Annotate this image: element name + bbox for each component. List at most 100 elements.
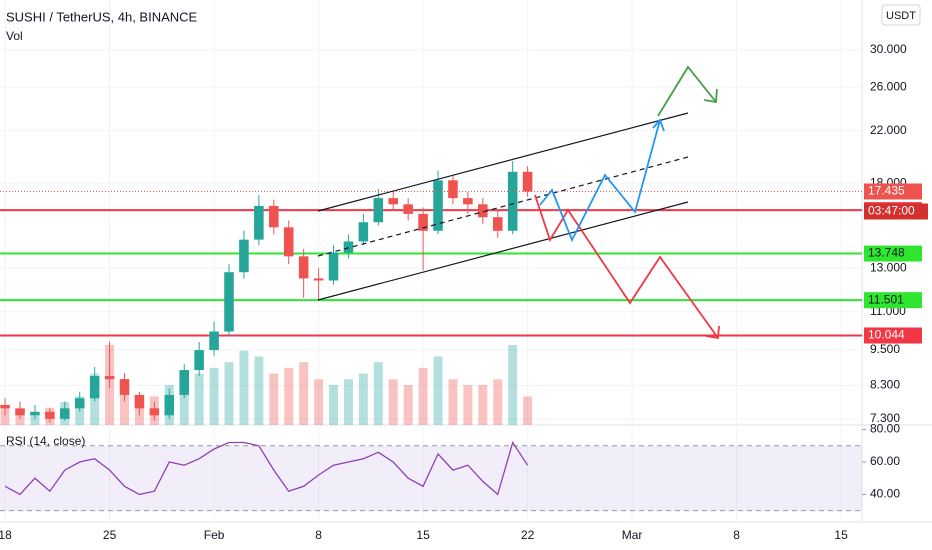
candle-body (283, 227, 294, 257)
y-tick-label: 8.300 (870, 377, 900, 391)
level-tag (864, 292, 922, 309)
y-tick-label: 26.000 (870, 79, 907, 93)
rsi-tick-label: 60.00 (870, 454, 900, 468)
bull-arrowhead (652, 118, 665, 132)
candle-body (179, 370, 190, 395)
candle-body (74, 398, 85, 409)
candle-body (194, 350, 204, 371)
rsi-band (0, 445, 862, 511)
volume-bar (314, 379, 324, 425)
candle-body (119, 379, 130, 395)
candle-body (478, 204, 488, 218)
level-tag-label: 11.501 (868, 292, 904, 306)
volume-bar (493, 379, 503, 425)
candle-body (298, 256, 309, 279)
rsi-line (4, 440, 529, 496)
volume-bar (329, 385, 338, 425)
candle-body (492, 217, 503, 231)
candle-body (15, 408, 25, 416)
candle-body (358, 222, 369, 242)
volume-label: Vol (6, 29, 23, 43)
candle-body (522, 171, 533, 192)
candle-body (373, 198, 384, 223)
y-tick-label: 30.000 (870, 42, 907, 56)
volume-bar (433, 356, 443, 425)
volume-bar (15, 413, 25, 425)
bear-arrowhead (705, 325, 720, 340)
green-path (657, 65, 717, 117)
volume-bar (194, 373, 204, 425)
candle-body (254, 205, 264, 240)
volume-bar (179, 379, 189, 425)
x-tick-label: Mar (622, 528, 643, 542)
rsi-label: RSI (14, close) (6, 434, 85, 448)
drawings (317, 65, 720, 340)
candle-body (269, 205, 279, 228)
x-tick-label: 8 (315, 528, 322, 542)
x-tick-label: 25 (103, 528, 117, 542)
volume-bar (508, 345, 518, 425)
candle-body (328, 252, 339, 281)
currency-box[interactable] (881, 4, 921, 26)
last-price-label: 17.435 (868, 184, 905, 198)
candle-body (388, 198, 399, 205)
candle-body (45, 411, 55, 419)
channel-mid (317, 156, 689, 257)
bear-path (534, 194, 719, 339)
volume-bar (478, 385, 488, 425)
volume-bar (120, 390, 129, 425)
candle-body (134, 394, 145, 409)
x-tick-label: 8 (733, 528, 740, 542)
candle-body (149, 408, 160, 416)
volume-bar (0, 407, 10, 425)
candle-body (89, 376, 100, 399)
volume-bar (373, 362, 383, 425)
volume-bar (239, 350, 249, 425)
countdown-label: 03:47:00 (868, 204, 915, 218)
candle-body (164, 394, 175, 416)
candle-body (403, 204, 413, 214)
level-tag-label: 10.044 (868, 328, 905, 342)
volume-bar (254, 356, 264, 425)
currency[interactable]: USDT (886, 10, 916, 22)
channel-upper (317, 112, 689, 212)
y-tick-label: 7.300 (870, 411, 900, 425)
y-tick-label: 13.000 (870, 260, 907, 274)
countdown-tag (864, 203, 928, 220)
last-price-tag (864, 183, 922, 200)
y-tick-label: 22.000 (870, 123, 907, 137)
candle-body (30, 411, 40, 416)
volume-bar (463, 385, 473, 425)
volume-bar (269, 373, 279, 425)
candle-body (313, 278, 324, 281)
x-tick-label: 15 (416, 528, 430, 542)
y-tick-label: 9.500 (870, 342, 900, 356)
candle-body (224, 272, 234, 332)
candle-body (343, 241, 354, 253)
candle-body (239, 239, 249, 273)
level-tag (864, 327, 922, 344)
volume-bar (299, 362, 309, 425)
volume-bar (284, 367, 294, 425)
bull-path (539, 119, 661, 243)
candle-body (0, 404, 10, 409)
rsi-tick-label: 40.00 (870, 487, 900, 501)
candle-body (507, 171, 518, 231)
level-tag (864, 245, 922, 262)
volume-bar (448, 379, 458, 425)
candle-body (433, 180, 443, 231)
volume-bar (30, 413, 40, 425)
candle-body (209, 331, 219, 351)
volume-bar (224, 362, 234, 425)
volume-bar (523, 396, 533, 425)
green-arrowhead (703, 88, 718, 104)
volume-bar (403, 385, 413, 425)
x-tick-label: 15 (834, 528, 848, 542)
volume-bar (209, 367, 219, 425)
x-tick-label: Feb (204, 528, 225, 542)
volume-bar (388, 379, 398, 425)
volume-bar (358, 373, 368, 425)
candle-body (418, 213, 428, 231)
